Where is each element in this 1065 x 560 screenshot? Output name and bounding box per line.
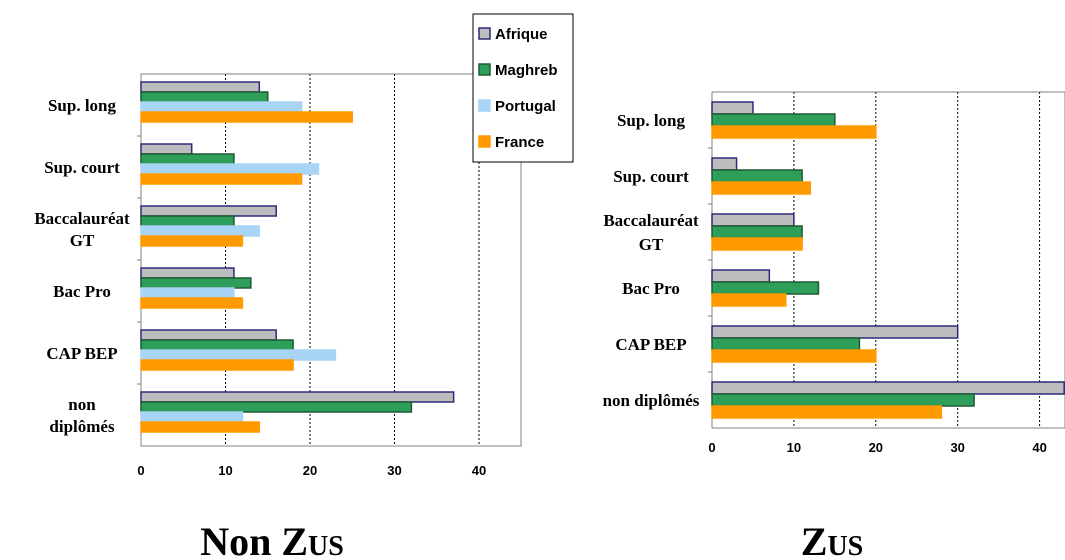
bar-portugal-sup-long: [140, 101, 303, 113]
x-tick-label: 0: [137, 463, 144, 478]
category-label: Sup. long: [48, 96, 117, 115]
legend-swatch-france: [478, 135, 491, 148]
bar-france-cap-bep: [711, 349, 877, 363]
bar-portugal-sup-court: [140, 163, 320, 175]
bar-maghreb-bac-pro: [711, 281, 820, 295]
bar-afrique-sup-court: [140, 143, 193, 155]
category-label: diplômés: [49, 417, 115, 436]
bar-afrique-cap-bep: [140, 329, 277, 341]
legend-swatch-portugal: [478, 99, 491, 112]
bar-afrique-sup-court: [711, 157, 738, 171]
category-label: GT: [70, 231, 95, 250]
category-label: Sup. court: [44, 158, 120, 177]
legend-label-portugal: Portugal: [495, 98, 556, 115]
bar-portugal-non-diplomes: [140, 411, 244, 423]
bar-maghreb-cap-bep: [711, 337, 861, 351]
category-label: CAP BEP: [615, 335, 686, 354]
x-tick-label: 0: [708, 440, 715, 455]
plot-area: [711, 91, 1065, 429]
category-label: Bac Pro: [622, 279, 680, 298]
category-label: non: [68, 395, 96, 414]
bar-maghreb-bac-pro: [140, 277, 252, 289]
legend-label-france: France: [495, 134, 544, 151]
bar-maghreb-sup-court: [711, 169, 803, 183]
bar-france-sup-court: [711, 181, 812, 195]
x-tick-label: 30: [950, 440, 964, 455]
bar-afrique-non-diplomes: [140, 391, 455, 403]
bar-portugal-bac-pro: [140, 287, 235, 299]
bar-france-baccalaureat-gt: [711, 237, 803, 251]
legend-swatch-afrique: [478, 27, 491, 40]
bar-france-non-diplomes: [711, 405, 943, 419]
category-label: Sup. court: [613, 167, 689, 186]
chart-legend: Afrique Maghreb Portugal France: [472, 13, 574, 163]
bar-maghreb-cap-bep: [140, 339, 294, 351]
bar-france-bac-pro: [711, 293, 787, 307]
x-tick-label: 40: [472, 463, 486, 478]
plot-area: [140, 73, 522, 447]
bar-afrique-sup-long: [140, 81, 261, 93]
category-label: Sup. long: [617, 111, 686, 130]
category-label: Baccalauréat: [603, 211, 699, 230]
category-label: Bac Pro: [53, 282, 111, 301]
bar-france-sup-court: [140, 173, 303, 185]
bar-maghreb-sup-long: [140, 91, 269, 103]
chart-non-zus: Sup. long Sup. court Baccalauréat GT Bac Pro…: [34, 73, 522, 560]
bar-france-non-diplomes: [140, 421, 261, 433]
bar-afrique-baccalaureat-gt: [711, 213, 795, 227]
category-label: CAP BEP: [46, 344, 117, 363]
x-tick-label: 40: [1032, 440, 1046, 455]
bar-maghreb-sup-long: [711, 113, 836, 127]
bar-portugal-cap-bep: [140, 349, 337, 361]
bar-maghreb-baccalaureat-gt: [711, 225, 803, 239]
x-tick-label: 10: [787, 440, 801, 455]
category-label: non diplômés: [603, 391, 700, 410]
x-tick-label: 10: [218, 463, 232, 478]
bar-maghreb-baccalaureat-gt: [140, 215, 235, 227]
bar-afrique-sup-long: [711, 101, 754, 115]
chart-zus: Sup. long Sup. court Baccalauréat GT Bac Pro…: [603, 91, 1065, 560]
bar-france-baccalaureat-gt: [140, 235, 244, 247]
bar-maghreb-sup-court: [140, 153, 235, 165]
bar-afrique-bac-pro: [140, 267, 235, 279]
bar-afrique-bac-pro: [711, 269, 771, 283]
x-tick-label: 30: [387, 463, 401, 478]
bar-maghreb-non-diplomes: [140, 401, 413, 413]
category-label: Baccalauréat: [34, 209, 130, 228]
bar-france-cap-bep: [140, 359, 294, 371]
x-tick-label: 20: [303, 463, 317, 478]
legend-label-maghreb: Maghreb: [495, 62, 558, 79]
bar-maghreb-non-diplomes: [711, 393, 975, 407]
x-tick-label: 20: [869, 440, 883, 455]
bar-portugal-baccalaureat-gt: [140, 225, 261, 237]
category-label: GT: [639, 235, 664, 254]
legend-label-afrique: Afrique: [495, 26, 548, 43]
bar-afrique-non-diplomes: [711, 381, 1065, 395]
panel-title: ZUS: [801, 519, 863, 560]
bar-france-bac-pro: [140, 297, 244, 309]
bar-afrique-baccalaureat-gt: [140, 205, 277, 217]
bar-france-sup-long: [711, 125, 877, 139]
bar-afrique-cap-bep: [711, 325, 959, 339]
panel-title: Non ZUS: [200, 519, 344, 560]
bar-france-sup-long: [140, 111, 353, 123]
legend-swatch-maghreb: [478, 63, 491, 76]
